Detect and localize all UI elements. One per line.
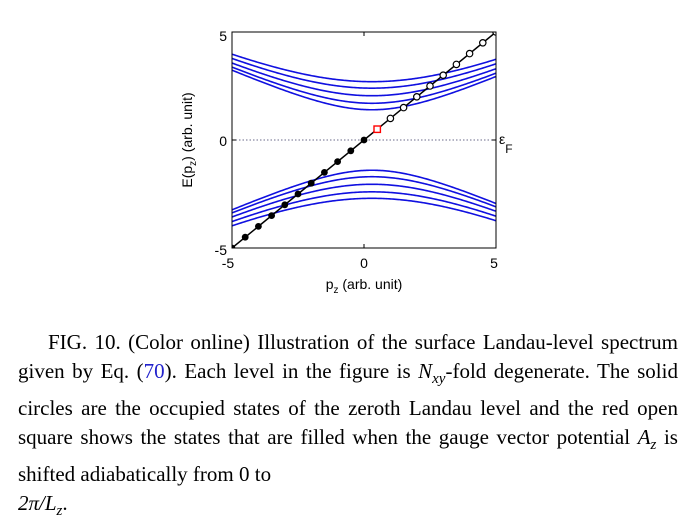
landau-level-lower-1 [232,175,496,214]
occupied-state-5 [294,190,302,198]
x-tick-label-neg5: -5 [222,255,235,271]
occupied-state-10 [360,136,368,144]
plot-area [232,32,496,248]
caption-end: 2π/Lz. [18,489,678,526]
landau-level-lower-3 [232,191,496,223]
x-axis-label-sub: z [333,285,338,296]
caption-az: Az [637,425,657,453]
caption-end-expr: 2π/L [18,491,57,516]
caption-az-base: A [637,425,651,450]
occupied-state-9 [347,147,355,155]
added-state-square [373,125,382,134]
x-axis-label-unit: (arb. unit) [338,276,402,292]
fermi-sub: F [505,142,512,156]
landau-level-upper-4 [232,53,496,83]
figure-plot: -5 0 5 5 0 -5 pz (arb. unit) E(pz) (arb.… [179,28,513,296]
y-axis-label: E(pz) (arb. unit) [179,92,199,187]
occupied-state-4 [281,201,289,209]
caption-text-1: (Color online) Illustration of the surfa… [18,330,678,383]
unoccupied-state-6 [465,49,474,58]
unoccupied-state-7 [478,38,487,47]
axis-ticks [231,31,497,249]
landau-level-upper-2 [232,62,496,97]
unoccupied-state-3 [426,82,434,90]
caption-az-sub: z [650,437,657,454]
occupied-state-8 [334,158,341,166]
caption-text-3: -fold degenerate. The solid circles are … [18,359,678,450]
caption-fig-label: FIG. 10. [48,330,121,354]
occupied-state-3 [268,212,275,220]
landau-level-upper-1 [232,66,496,105]
unoccupied-state-0 [386,114,395,123]
caption-nxy-sub: xy [432,371,446,388]
occupied-state-2 [255,223,262,230]
y-axis-label-unit: ) (arb. unit) [179,92,195,160]
x-tick-label-5: 5 [490,255,498,271]
caption-end-sub: z [56,503,63,520]
unoccupied-state-2 [412,93,421,101]
x-axis-label-main: p [326,276,334,292]
caption-text-4: is shifted adiabatically from 0 to [18,425,678,487]
y-tick-label-neg5: -5 [215,242,228,258]
caption-text-2: ). Each level in the figure is [164,359,419,383]
caption-end-period: . [62,491,68,516]
landau-level-upper-3 [232,57,496,89]
x-axis-label: pz (arb. unit) [326,276,403,296]
unoccupied-state-5 [452,60,461,69]
unoccupied-state-4 [439,71,448,80]
occupied-state-7 [321,169,328,176]
x-tick-label-0: 0 [360,255,368,271]
occupied-state-0 [232,244,236,248]
landau-level-upper-0 [232,69,496,111]
unoccupied-state-1 [399,103,408,112]
caption-nxy: Nxy [418,359,445,387]
landau-level-lower-0 [232,169,496,211]
fermi-symbol: ε [499,131,505,147]
caption-nxy-base: N [418,359,433,383]
y-axis-label-main: E(p [179,166,195,188]
landau-level-lower-2 [232,183,496,218]
fermi-level-label: εF [499,131,513,156]
figure-caption: FIG. 10. (Color online) Illustration of … [18,328,678,527]
y-tick-label-5: 5 [219,28,227,44]
occupied-state-1 [241,233,249,241]
caption-eq-link[interactable]: 70 [143,359,165,383]
y-tick-label-0: 0 [219,133,227,149]
y-axis-label-sub: z [188,161,199,166]
occupied-state-6 [307,179,315,187]
